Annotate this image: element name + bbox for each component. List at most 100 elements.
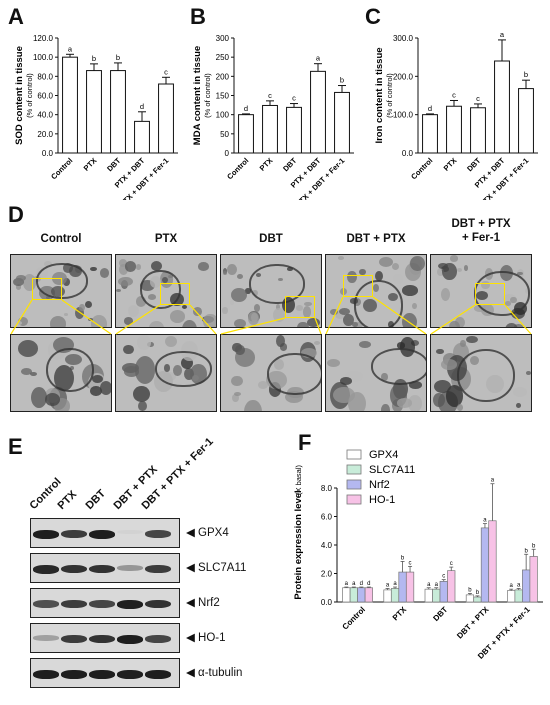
- em-zoom-image: [115, 334, 217, 412]
- legend-label: GPX4: [369, 449, 398, 461]
- y-tick-label: 2.0: [321, 570, 333, 579]
- bar-slc7a11: [432, 588, 441, 603]
- bar: [238, 114, 254, 154]
- blot-band: [117, 635, 143, 644]
- bar: [446, 105, 462, 154]
- y-tick-label: 0.0: [321, 598, 333, 607]
- bar-gpx4: [465, 594, 475, 603]
- bar: [422, 114, 438, 154]
- bar-gpx4: [424, 588, 433, 603]
- blot-band: [117, 670, 143, 679]
- bar: [334, 91, 350, 154]
- em-zoom-image: [325, 334, 427, 412]
- zoom-region-box: [32, 278, 62, 300]
- bar-ho-1: [364, 587, 373, 603]
- bar-ho-1: [405, 571, 415, 603]
- category-label: Control: [409, 156, 434, 181]
- y-tick-label: 0.0: [402, 149, 414, 158]
- significance-letter: b: [116, 53, 120, 62]
- category-label: PTX: [82, 156, 99, 173]
- panel-letter-f: F: [298, 430, 312, 455]
- y-tick-label: 0.0: [42, 149, 54, 158]
- y-tick-label: 150: [216, 92, 230, 101]
- bar: [262, 104, 278, 154]
- legend-swatch: [346, 449, 362, 460]
- y-axis-title: MDA content in tissue: [192, 46, 203, 145]
- significance-letter: b: [401, 555, 405, 561]
- significance-letter: a: [386, 582, 390, 588]
- blot-protein-label: ◀ GPX4: [186, 527, 229, 539]
- blot-band: [89, 600, 115, 608]
- y-axis-subtitle: (% of control): [25, 73, 34, 118]
- em-group-title: PTX: [154, 233, 178, 245]
- significance-letter: b: [532, 543, 536, 549]
- em-group-title: DBT + PTX + Fer-1: [451, 218, 511, 244]
- y-tick-label: 300: [216, 34, 230, 43]
- significance-letter: a: [68, 44, 73, 53]
- significance-letter: a: [435, 582, 439, 588]
- y-tick-label: 0: [225, 149, 230, 158]
- panel-letter-e: E: [8, 434, 23, 459]
- significance-letter: b: [476, 590, 480, 596]
- significance-letter: a: [483, 518, 487, 524]
- y-axis-title: Iron content in tissue: [374, 47, 385, 143]
- bar: [158, 83, 174, 154]
- blot-band: [61, 600, 87, 608]
- category-label: DBT: [105, 156, 123, 174]
- category-label: PTX: [258, 156, 275, 173]
- blot-band: [117, 600, 143, 609]
- zoom-region-box: [343, 275, 373, 297]
- bar-ho-1: [447, 570, 456, 603]
- y-axis-subtitle: (X basal): [294, 464, 303, 495]
- significance-letter: a: [517, 582, 521, 588]
- blot-band: [145, 530, 171, 538]
- y-tick-label: 80.0: [37, 72, 53, 81]
- y-tick-label: 6.0: [321, 513, 333, 522]
- blot-band: [117, 530, 143, 535]
- category-label: Control: [341, 605, 367, 631]
- significance-letter: a: [393, 581, 397, 587]
- y-tick-label: 120.0: [33, 34, 54, 43]
- significance-letter: d: [360, 581, 363, 587]
- y-axis-subtitle: (% of control): [385, 73, 394, 118]
- panel-letter-b: B: [190, 4, 206, 29]
- bar-ho-1: [529, 556, 538, 603]
- zoom-region-box: [475, 283, 505, 305]
- legend-swatch: [346, 479, 362, 490]
- bar-gpx4: [342, 587, 351, 603]
- em-zoom-image: [430, 334, 532, 412]
- blot-band: [145, 565, 171, 573]
- bar-nrf2: [439, 580, 448, 603]
- significance-letter: c: [450, 561, 453, 567]
- significance-letter: a: [316, 54, 321, 63]
- category-label: DBT: [465, 156, 483, 174]
- y-tick-label: 50: [220, 130, 229, 139]
- y-tick-label: 100.0: [33, 53, 54, 62]
- y-tick-label: 100.0: [393, 111, 414, 120]
- blot-protein-label: ◀ SLC7A11: [186, 562, 247, 574]
- blot-band: [33, 565, 59, 574]
- significance-letter: c: [164, 67, 168, 76]
- bar: [86, 70, 102, 154]
- em-overview-image: [325, 254, 427, 328]
- blot-strip: [30, 623, 180, 653]
- legend-label: SLC7A11: [369, 464, 415, 476]
- category-label: DBT: [431, 605, 449, 623]
- blot-strip: [30, 518, 180, 548]
- category-label: PTX: [442, 156, 459, 173]
- significance-letter: a: [491, 478, 495, 484]
- bar: [470, 107, 486, 154]
- bar: [494, 60, 510, 154]
- blot-band: [89, 670, 115, 679]
- blot-band: [33, 670, 59, 679]
- zoom-region-box: [160, 283, 190, 305]
- significance-letter: b: [92, 54, 96, 63]
- bar-nrf2: [522, 569, 531, 603]
- category-label: Control: [49, 156, 74, 181]
- category-label: DBT + PTX: [455, 605, 491, 641]
- bar-nrf2: [357, 587, 366, 603]
- significance-letter: d: [140, 102, 144, 111]
